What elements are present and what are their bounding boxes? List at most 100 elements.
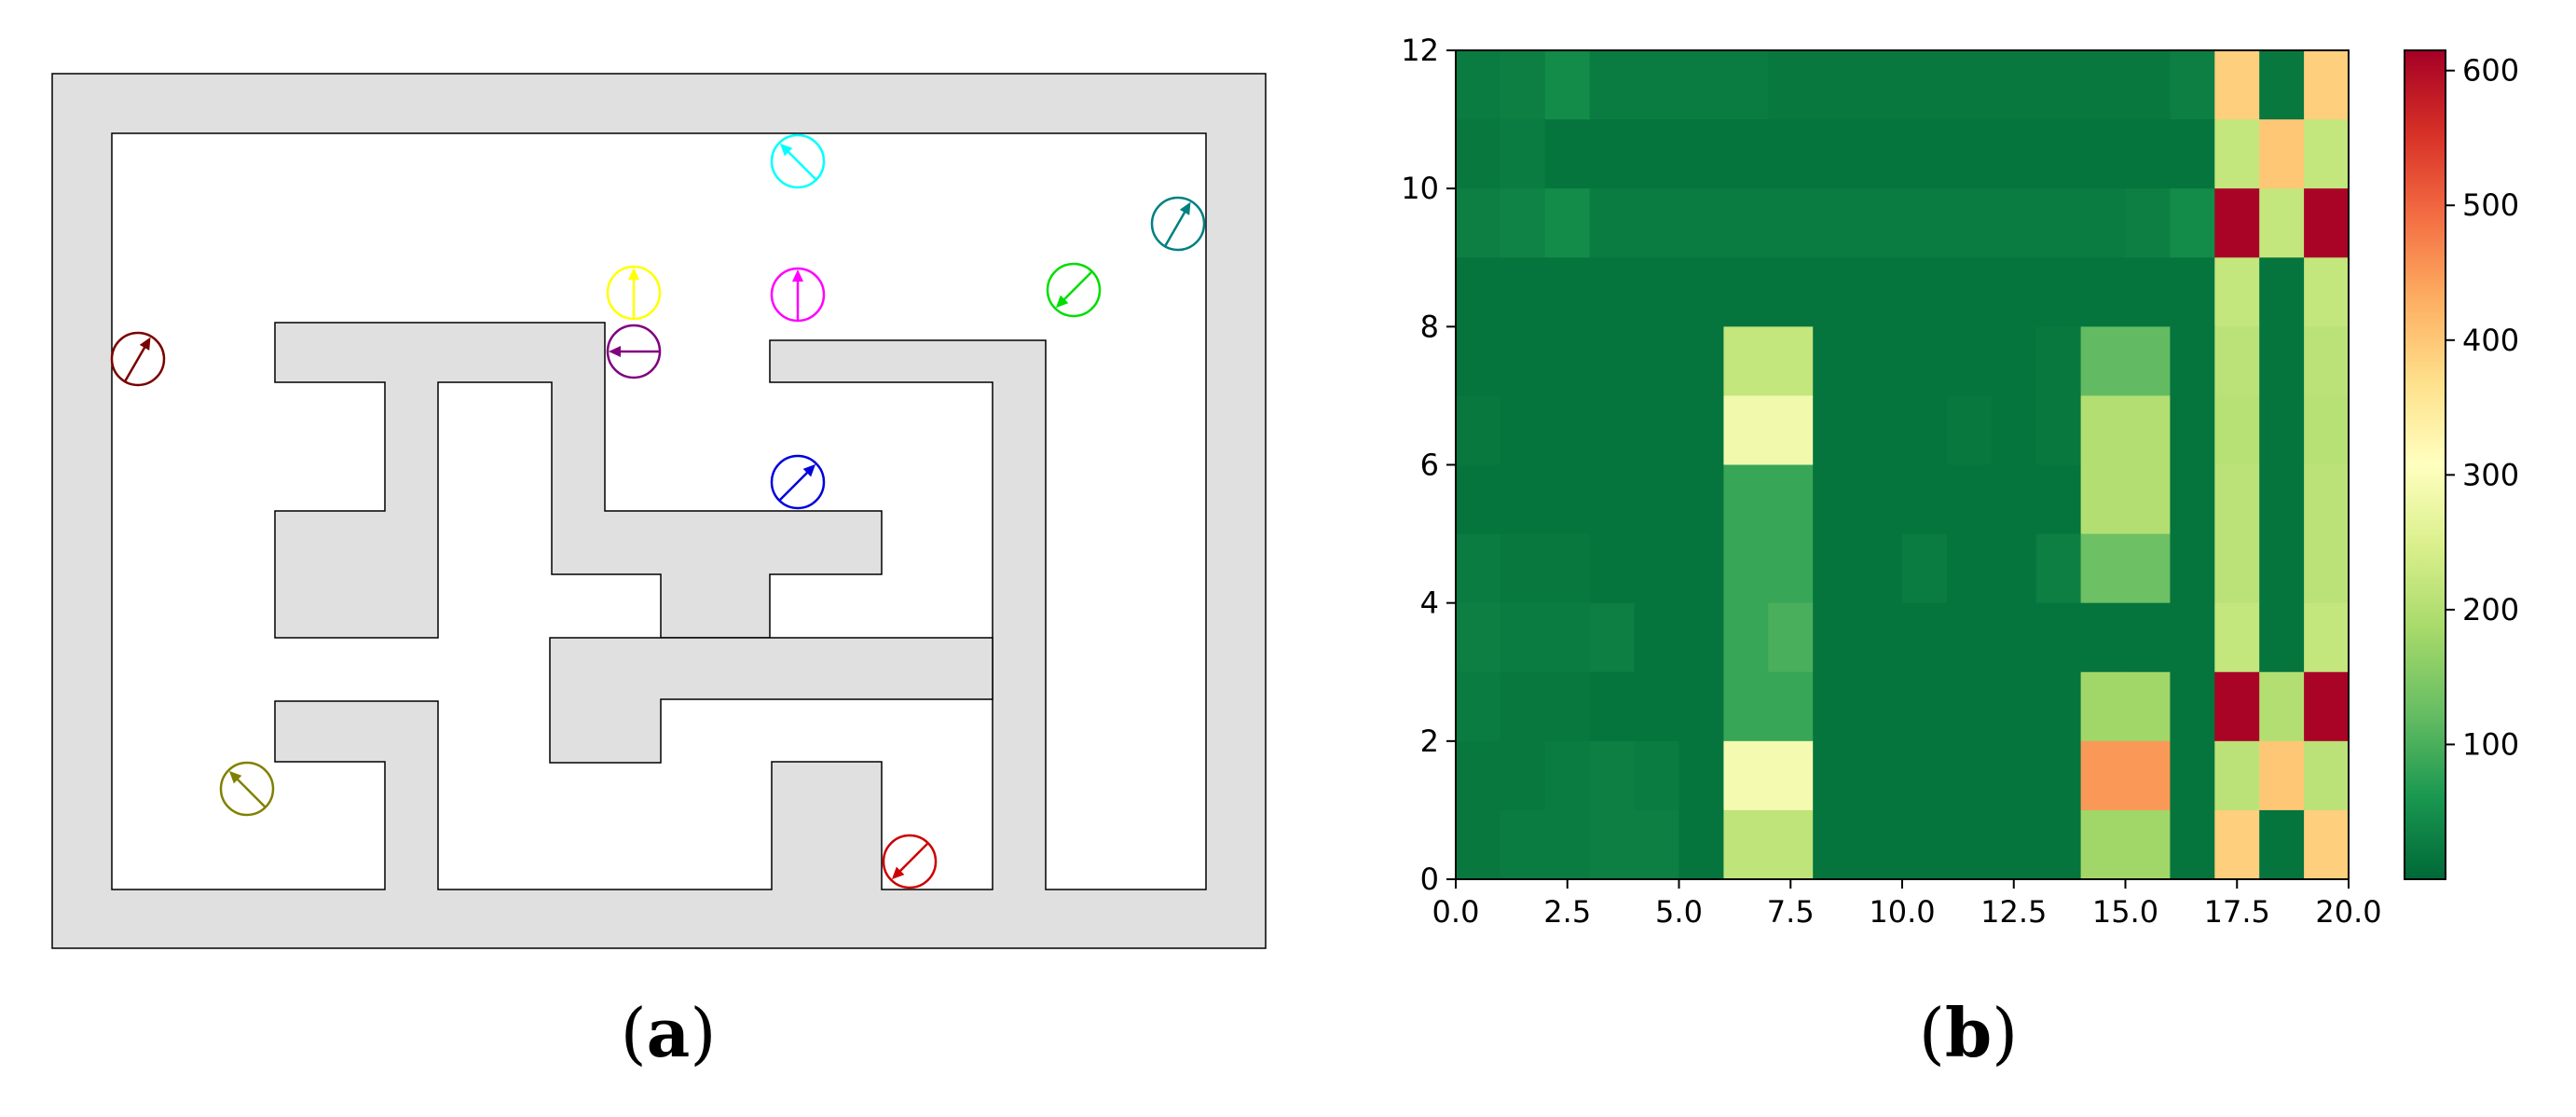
heatmap-cell bbox=[2304, 602, 2350, 673]
heatmap-cell bbox=[2170, 602, 2215, 673]
heatmap-cell bbox=[1857, 326, 1903, 397]
heatmap-cell bbox=[2035, 119, 2082, 189]
heatmap-cell bbox=[1634, 809, 1680, 880]
agent-arrow-head bbox=[139, 337, 151, 351]
heatmap-cell bbox=[1456, 395, 1501, 466]
heatmap-cell bbox=[1857, 809, 1903, 880]
heatmap-cell bbox=[1946, 326, 1993, 397]
heatmap-cell bbox=[2259, 188, 2305, 258]
heatmap-cell bbox=[1679, 602, 1724, 673]
heatmap-cell bbox=[2035, 671, 2082, 742]
heatmap-cell bbox=[1946, 464, 1993, 535]
heatmap-cell bbox=[1991, 188, 2037, 258]
heatmap-cell bbox=[2080, 602, 2127, 673]
heatmap-cell bbox=[1589, 188, 1636, 258]
heatmap-cell bbox=[2125, 326, 2171, 397]
heatmap-cell bbox=[1857, 671, 1903, 742]
heatmap-cells bbox=[1456, 50, 2350, 880]
heatmap-cell bbox=[2125, 50, 2171, 120]
heatmap-cell bbox=[2214, 326, 2260, 397]
heatmap-cell bbox=[1500, 464, 1546, 535]
heatmap-cell bbox=[1456, 326, 1501, 397]
heatmap-cell bbox=[1634, 602, 1680, 673]
heatmap-cell bbox=[1723, 188, 1769, 258]
heatmap-cell bbox=[1991, 257, 2037, 327]
heatmap-cell bbox=[1813, 188, 1858, 258]
heatmap-cell bbox=[1902, 533, 1948, 604]
heatmap-cell bbox=[1813, 464, 1858, 535]
heatmap-cell bbox=[1813, 326, 1858, 397]
heatmap-cell bbox=[2214, 602, 2260, 673]
heatmap-cell bbox=[1634, 257, 1680, 327]
maze-wall-path bbox=[51, 73, 1267, 949]
heatmap-cell bbox=[1544, 119, 1591, 189]
heatmap-cell bbox=[1589, 257, 1636, 327]
y-tick-label: 0 bbox=[1420, 862, 1439, 897]
heatmap-cell bbox=[2125, 533, 2171, 604]
heatmap-cell bbox=[1991, 671, 2037, 742]
heatmap-cell bbox=[1946, 740, 1993, 811]
agent-arrow-head bbox=[609, 346, 621, 357]
heatmap-cell bbox=[2259, 119, 2305, 189]
heatmap-cell bbox=[1723, 464, 1769, 535]
heatmap-cell bbox=[1991, 533, 2037, 604]
heatmap-cell bbox=[1500, 395, 1546, 466]
y-tick-label: 12 bbox=[1401, 33, 1439, 68]
heatmap-cell bbox=[1723, 50, 1769, 120]
heatmap-cell bbox=[1768, 533, 1814, 604]
heatmap-cell bbox=[1544, 809, 1591, 880]
x-axis-ticks: 0.0 2.5 5.0 7.5 10.0 12.5 15.0 17.5 20.0 bbox=[1432, 879, 2382, 930]
heatmap-cell bbox=[1813, 809, 1858, 880]
heatmap-cell bbox=[1679, 464, 1724, 535]
agent-circle bbox=[770, 267, 826, 323]
heatmap-cell bbox=[1589, 326, 1636, 397]
heatmap-cell bbox=[1946, 533, 1993, 604]
agent-2 bbox=[770, 133, 826, 189]
heatmap-cell bbox=[2259, 257, 2305, 327]
heatmap-cell bbox=[2035, 257, 2082, 327]
agent-circle bbox=[219, 761, 275, 817]
agent-heading-arrow bbox=[783, 146, 816, 180]
heatmap-cell bbox=[1500, 671, 1546, 742]
heatmap-cell bbox=[2170, 809, 2215, 880]
heatmap-cell bbox=[1946, 809, 1993, 880]
heatmap-cell bbox=[2080, 395, 2127, 466]
heatmap-cell bbox=[1768, 740, 1814, 811]
agent-3 bbox=[1150, 196, 1206, 252]
heatmap-cell bbox=[1857, 602, 1903, 673]
maze-walls bbox=[51, 73, 1267, 949]
heatmap-cell bbox=[1902, 257, 1948, 327]
heatmap-cell bbox=[2125, 740, 2171, 811]
heatmap-cell bbox=[1589, 395, 1636, 466]
heatmap-cell bbox=[1946, 395, 1993, 466]
heatmap-cell bbox=[1589, 809, 1636, 880]
heatmap-cell bbox=[2170, 326, 2215, 397]
heatmap-cell bbox=[1902, 671, 1948, 742]
agent-5 bbox=[770, 267, 826, 323]
heatmap-cell bbox=[1857, 257, 1903, 327]
x-tick-label: 20.0 bbox=[2315, 894, 2381, 930]
heatmap-cell bbox=[1813, 50, 1858, 120]
heatmap-cell bbox=[1991, 326, 2037, 397]
heatmap-cell bbox=[1768, 395, 1814, 466]
heatmap-cell bbox=[1679, 257, 1724, 327]
heatmap-cell bbox=[2035, 50, 2082, 120]
heatmap-cell bbox=[1589, 533, 1636, 604]
heatmap-cell bbox=[1768, 326, 1814, 397]
heatmap-cell bbox=[1813, 533, 1858, 604]
y-tick-label: 4 bbox=[1420, 586, 1439, 621]
heatmap-cell bbox=[2259, 809, 2305, 880]
heatmap-cell bbox=[1456, 809, 1501, 880]
heatmap-cell bbox=[1544, 671, 1591, 742]
heatmap-cell bbox=[2259, 533, 2305, 604]
heatmap-cell bbox=[1813, 602, 1858, 673]
heatmap-cell bbox=[1813, 671, 1858, 742]
y-tick-label: 6 bbox=[1420, 448, 1439, 483]
heatmap-cell bbox=[2259, 50, 2305, 120]
heatmap-cell bbox=[1544, 188, 1591, 258]
heatmap-cell bbox=[1991, 464, 2037, 535]
heatmap-cell bbox=[1723, 257, 1769, 327]
heatmap-cell bbox=[1813, 257, 1858, 327]
heatmap-cell bbox=[2304, 464, 2350, 535]
heatmap-cell bbox=[2214, 119, 2260, 189]
